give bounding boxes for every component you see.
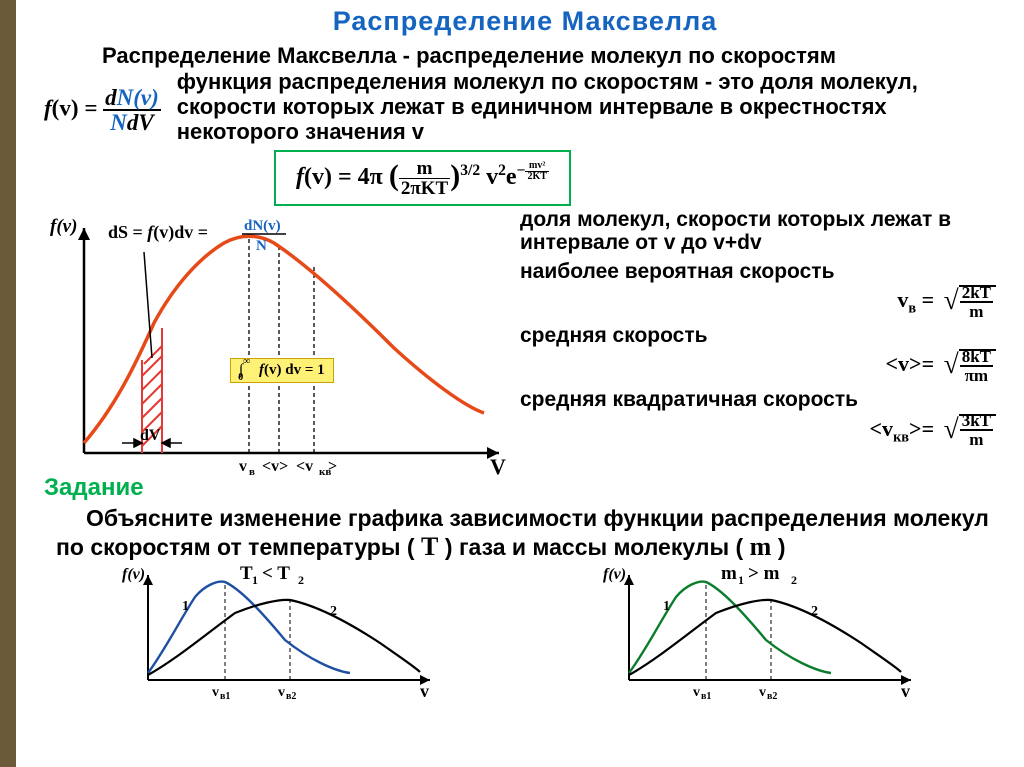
- svg-text:> m: > m: [748, 565, 780, 584]
- svg-text:в: в: [249, 466, 255, 478]
- svg-text:1: 1: [252, 573, 258, 587]
- avg-speed-label: средняя скорость: [520, 324, 1006, 347]
- svg-text:1: 1: [182, 599, 189, 614]
- svg-text:в1: в1: [701, 691, 711, 700]
- svg-text:1: 1: [738, 573, 744, 587]
- most-probable-formula: vв = 2kTm: [520, 283, 1006, 320]
- svg-text:в1: в1: [220, 691, 230, 700]
- f-of-v-definition-formula: f(v) = dN(v) NdV: [44, 70, 167, 134]
- svg-text:v: v: [278, 685, 285, 700]
- svg-text:f(v): f(v): [122, 566, 145, 583]
- svg-text:v: v: [420, 681, 429, 700]
- rms-speed-formula: <vкв>= 3kTm: [520, 412, 1006, 449]
- page: Распределение Максвелла Распределение Ма…: [0, 0, 1024, 767]
- temperature-chart: f(v) v T1 < T2 1 2 vв1 vв2: [120, 565, 450, 700]
- svg-text:m: m: [721, 565, 737, 584]
- svg-text:v: v: [239, 458, 247, 475]
- svg-text:v: v: [693, 685, 700, 700]
- rms-speed-label: средняя квадратичная скорость: [520, 388, 1006, 411]
- svg-text:dV: dV: [140, 427, 161, 444]
- definition-row: f(v) = dN(v) NdV функция распределения м…: [44, 70, 1006, 144]
- svg-text:<v>: <v>: [262, 458, 288, 475]
- svg-text:f(v): f(v): [50, 216, 77, 237]
- mid-section: f(v) V: [44, 208, 1006, 478]
- task-text: Объясните изменение графика зависимости …: [44, 506, 1006, 561]
- svg-text:2: 2: [811, 604, 818, 619]
- svg-text:2: 2: [791, 573, 797, 587]
- intro-text: Распределение Максвелла - распределение …: [44, 43, 1006, 68]
- page-title: Распределение Максвелла: [44, 6, 1006, 37]
- avg-speed-formula: <v>= 8kTπm: [520, 347, 1006, 384]
- side-descriptions: доля молекул, скорости которых лежат в и…: [514, 208, 1006, 478]
- dS-description: доля молекул, скорости которых лежат в и…: [520, 208, 1006, 254]
- svg-text:2: 2: [298, 573, 304, 587]
- svg-text:f(v): f(v): [603, 566, 626, 583]
- svg-text:dN(v): dN(v): [244, 218, 281, 234]
- most-probable-label: наиболее вероятная скорость: [520, 260, 1006, 283]
- svg-text:2: 2: [330, 604, 337, 619]
- svg-text:в2: в2: [286, 691, 296, 700]
- svg-text:v: v: [901, 681, 910, 700]
- svg-text:<v: <v: [296, 458, 313, 475]
- svg-text:< T: < T: [262, 565, 290, 584]
- maxwell-formula-box: f(v) = 4π ( m 2πKT )3/2 v2e−mv²2KT: [274, 150, 571, 206]
- svg-text:>: >: [328, 458, 337, 475]
- task-heading: Задание: [44, 474, 1006, 502]
- svg-text:в2: в2: [767, 691, 777, 700]
- integral-box: ∫∞0 f(v) dv = 1: [230, 358, 334, 383]
- svg-text:N: N: [256, 238, 267, 254]
- svg-text:dS = f(v)dv =: dS = f(v)dv =: [108, 222, 208, 243]
- comparison-charts: f(v) v T1 < T2 1 2 vв1 vв2: [44, 565, 1006, 700]
- mass-chart: f(v) v m1 > m2 1 2 vв1 vв2: [601, 565, 931, 700]
- svg-text:v: v: [759, 685, 766, 700]
- definition-text: функция распределения молекул по скорост…: [167, 70, 1006, 144]
- svg-text:v: v: [212, 685, 219, 700]
- svg-text:V: V: [490, 454, 506, 478]
- svg-text:1: 1: [663, 599, 670, 614]
- main-distribution-chart: f(v) V: [44, 208, 514, 478]
